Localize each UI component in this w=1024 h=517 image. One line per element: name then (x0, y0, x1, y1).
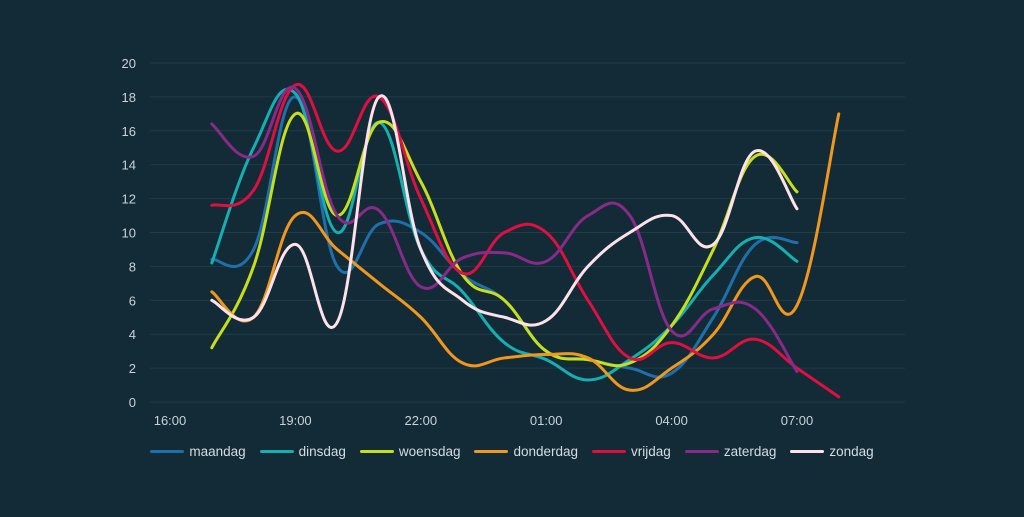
series-line-zondag (210, 94, 799, 329)
legend-swatch (684, 450, 719, 453)
grid-lines (150, 62, 905, 403)
legend-label: dinsdag (298, 444, 346, 459)
x-tick-label: 16:00 (154, 413, 187, 428)
legend-swatch (150, 450, 185, 453)
series-line-maandag (210, 95, 799, 379)
y-tick-label: 18 (122, 90, 136, 105)
legend-item-woensdag[interactable]: woensdag (359, 444, 461, 459)
y-tick-label: 16 (122, 124, 136, 139)
series-line-zaterdag (210, 85, 799, 373)
legend-swatch (259, 450, 294, 453)
series-line-dinsdag (210, 87, 799, 382)
y-tick-label: 2 (129, 361, 136, 376)
y-tick-label: 10 (122, 226, 136, 241)
legend-swatch (592, 450, 627, 453)
y-tick-label: 0 (129, 395, 136, 410)
y-tick-label: 20 (122, 56, 136, 71)
legend: maandag dinsdag woensdag donderdag vrijdag za… (0, 444, 1024, 459)
legend-item-maandag[interactable]: maandag (150, 444, 246, 459)
x-axis-ticks: 16:00 19:00 22:00 01:00 04:00 07:00 (154, 413, 814, 428)
series-line-vrijdag (210, 83, 841, 399)
series-line-woensdag (210, 112, 799, 368)
legend-label: zaterdag (723, 444, 777, 459)
y-tick-label: 6 (129, 293, 136, 308)
y-tick-label: 8 (129, 259, 136, 274)
x-tick-label: 07:00 (781, 413, 814, 428)
series-lines (210, 83, 841, 399)
x-tick-label: 04:00 (655, 413, 688, 428)
series-line-donderdag (210, 112, 841, 392)
legend-item-donderdag[interactable]: donderdag (474, 444, 578, 459)
x-tick-label: 19:00 (279, 413, 312, 428)
legend-item-zondag[interactable]: zondag (790, 444, 874, 459)
y-tick-label: 12 (122, 192, 136, 207)
legend-swatch (474, 450, 509, 453)
legend-item-zaterdag[interactable]: zaterdag (684, 444, 777, 459)
x-tick-label: 01:00 (530, 413, 563, 428)
y-tick-label: 4 (129, 327, 136, 342)
legend-label: woensdag (398, 444, 461, 459)
legend-label: maandag (189, 444, 246, 459)
legend-label: vrijdag (631, 444, 671, 459)
legend-label: zondag (829, 444, 874, 459)
legend-item-dinsdag[interactable]: dinsdag (259, 444, 346, 459)
legend-swatch (790, 450, 825, 453)
legend-label: donderdag (513, 444, 579, 459)
y-tick-label: 14 (122, 158, 136, 173)
y-axis-ticks: 0 2 4 6 8 10 12 14 16 18 20 (122, 56, 136, 410)
legend-item-vrijdag[interactable]: vrijdag (592, 444, 671, 459)
x-tick-label: 22:00 (405, 413, 438, 428)
legend-swatch (359, 450, 394, 453)
